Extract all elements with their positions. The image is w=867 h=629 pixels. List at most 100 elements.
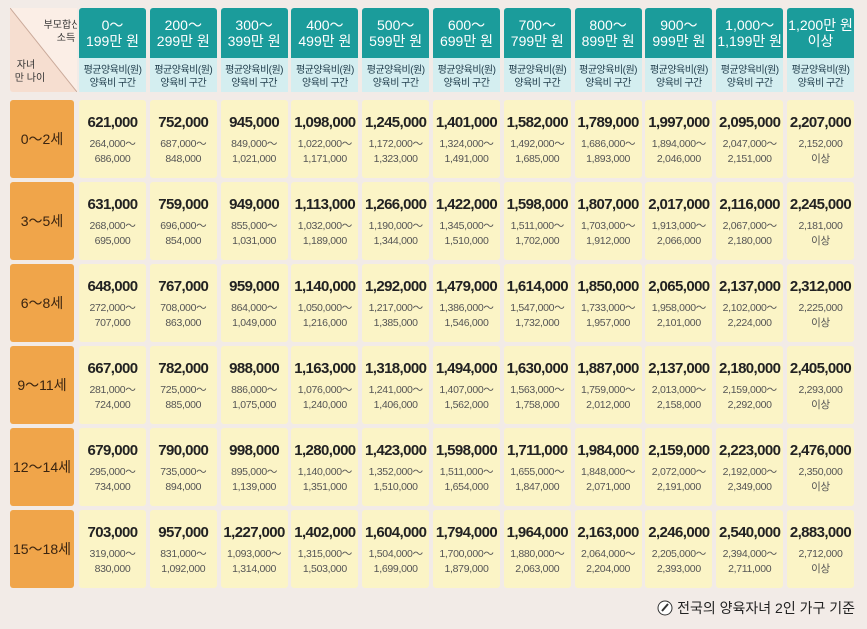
table-cell: 2,116,000 2,067,000～ 2,180,000 bbox=[716, 182, 784, 260]
range-high: 2,066,000 bbox=[656, 235, 701, 247]
cost-range: 735,000～ 894,000 bbox=[150, 465, 217, 495]
range-high: 1,702,000 bbox=[515, 235, 560, 247]
range-low: 849,000～ bbox=[231, 138, 278, 150]
cost-range: 2,067,000～ 2,180,000 bbox=[716, 219, 783, 249]
range-high: 1,957,000 bbox=[586, 317, 631, 329]
range-high: 2,158,000 bbox=[656, 399, 701, 411]
range-high: 830,000 bbox=[94, 563, 131, 575]
range-high: 2,349,000 bbox=[727, 481, 772, 493]
range-high: 1,189,000 bbox=[302, 235, 347, 247]
table-cell: 2,207,000 2,152,000 이상 bbox=[787, 100, 854, 178]
cost-range: 1,315,000～ 1,503,000 bbox=[291, 547, 358, 577]
range-low: 1,894,000～ bbox=[651, 138, 707, 150]
column-subheader: 평균양육비(원) 양육비 구간 bbox=[787, 58, 854, 92]
subheader-line: 양육비 구간 bbox=[585, 78, 631, 89]
range-low: 1,511,000～ bbox=[439, 466, 494, 478]
table-cell: 1,630,000 1,563,000～ 1,758,000 bbox=[503, 346, 571, 424]
header-line: 299만 원 bbox=[156, 33, 210, 49]
range-low: 1,076,000～ bbox=[297, 384, 353, 396]
column-subheader: 평균양육비(원) 양육비 구간 bbox=[645, 58, 713, 92]
column-subheader: 평균양육비(원) 양육비 구간 bbox=[362, 58, 430, 92]
subheader-line: 평균양육비(원) bbox=[508, 65, 567, 76]
range-low: 2,293,000 bbox=[798, 384, 843, 396]
average-cost: 2,180,000 bbox=[719, 360, 781, 377]
range-low: 1,913,000～ bbox=[651, 220, 707, 232]
average-cost: 1,604,000 bbox=[365, 524, 427, 541]
average-cost: 1,850,000 bbox=[577, 278, 639, 295]
table-cell: 2,095,000 2,047,000～ 2,151,000 bbox=[716, 100, 784, 178]
range-low: 2,013,000～ bbox=[651, 384, 707, 396]
table-cell: 1,887,000 1,759,000～ 2,012,000 bbox=[574, 346, 642, 424]
average-cost: 1,630,000 bbox=[506, 360, 569, 377]
range-high: 2,204,000 bbox=[586, 563, 631, 575]
range-low: 1,504,000～ bbox=[368, 548, 424, 560]
cost-range: 1,504,000～ 1,699,000 bbox=[362, 547, 429, 577]
table-cell: 2,540,000 2,394,000～ 2,711,000 bbox=[716, 510, 784, 588]
range-high: 1,912,000 bbox=[586, 235, 631, 247]
range-low: 1,733,000～ bbox=[580, 302, 636, 314]
range-low: 2,350,000 bbox=[798, 466, 843, 478]
table-cell: 1,614,000 1,547,000～ 1,732,000 bbox=[503, 264, 571, 342]
table-cell: 1,997,000 1,894,000～ 2,046,000 bbox=[645, 100, 713, 178]
header-line: 499만 원 bbox=[298, 33, 352, 49]
table-cell: 1,794,000 1,700,000～ 1,879,000 bbox=[433, 510, 500, 588]
average-cost: 2,245,000 bbox=[789, 196, 852, 213]
average-cost: 1,997,000 bbox=[648, 114, 710, 131]
cost-range: 696,000～ 854,000 bbox=[150, 219, 217, 249]
average-cost: 2,095,000 bbox=[719, 114, 781, 131]
cost-range: 1,407,000～ 1,562,000 bbox=[433, 383, 500, 413]
table-cell: 2,405,000 2,293,000 이상 bbox=[787, 346, 854, 424]
subheader-line: 평균양육비(원) bbox=[366, 65, 425, 76]
subheader-line: 평균양육비(원) bbox=[83, 65, 142, 76]
table-cell: 759,000 696,000～ 854,000 bbox=[149, 182, 217, 260]
subheader-line: 양육비 구간 bbox=[302, 78, 348, 89]
cost-range: 1,345,000～ 1,510,000 bbox=[433, 219, 500, 249]
range-high: 이상 bbox=[811, 153, 830, 165]
table-cell: 1,807,000 1,703,000～ 1,912,000 bbox=[574, 182, 642, 260]
range-low: 2,064,000～ bbox=[580, 548, 636, 560]
range-low: 696,000～ bbox=[160, 220, 207, 232]
cost-range: 1,733,000～ 1,957,000 bbox=[575, 301, 642, 331]
average-cost: 1,479,000 bbox=[435, 278, 498, 295]
table-cell: 1,422,000 1,345,000～ 1,510,000 bbox=[433, 182, 500, 260]
cost-range: 1,511,000～ 1,702,000 bbox=[504, 219, 571, 249]
table-cell: 1,423,000 1,352,000～ 1,510,000 bbox=[362, 428, 430, 506]
range-high: 1,562,000 bbox=[444, 399, 489, 411]
range-low: 2,205,000～ bbox=[651, 548, 707, 560]
table-cell: 648,000 272,000～ 707,000 bbox=[79, 264, 146, 342]
range-high: 1,503,000 bbox=[302, 563, 347, 575]
range-low: 735,000～ bbox=[160, 466, 207, 478]
table-cell: 1,711,000 1,655,000～ 1,847,000 bbox=[503, 428, 571, 506]
range-low: 864,000～ bbox=[231, 302, 278, 314]
cost-range: 295,000～ 734,000 bbox=[79, 465, 146, 495]
range-low: 855,000～ bbox=[231, 220, 278, 232]
range-high: 2,180,000 bbox=[727, 235, 772, 247]
average-cost: 1,598,000 bbox=[435, 442, 498, 459]
average-cost: 759,000 bbox=[158, 196, 209, 213]
cost-range: 1,386,000～ 1,546,000 bbox=[433, 301, 500, 331]
subheader-line: 양육비 구간 bbox=[372, 78, 419, 89]
cost-range: 2,225,000 이상 bbox=[787, 301, 854, 331]
row-label: 6～8세 bbox=[10, 264, 74, 342]
range-high: 1,685,000 bbox=[515, 153, 560, 165]
cost-range: 1,686,000～ 1,893,000 bbox=[575, 137, 642, 167]
cost-range: 1,324,000～ 1,491,000 bbox=[433, 137, 500, 167]
range-low: 1,022,000～ bbox=[297, 138, 353, 150]
range-low: 1,700,000～ bbox=[439, 548, 494, 560]
cost-range: 2,064,000～ 2,204,000 bbox=[575, 547, 642, 577]
table-cell: 998,000 895,000～ 1,139,000 bbox=[220, 428, 288, 506]
table-cell: 631,000 268,000～ 695,000 bbox=[79, 182, 146, 260]
range-low: 1,880,000～ bbox=[510, 548, 565, 560]
average-cost: 2,246,000 bbox=[648, 524, 710, 541]
column-subheader: 평균양육비(원) 양육비 구간 bbox=[79, 58, 146, 92]
average-cost: 998,000 bbox=[229, 442, 280, 459]
column-header: 800～ 899만 원 bbox=[574, 8, 642, 58]
column-header: 500～ 599만 원 bbox=[362, 8, 430, 58]
table-cell: 703,000 319,000～ 830,000 bbox=[79, 510, 146, 588]
average-cost: 667,000 bbox=[87, 360, 138, 377]
cost-range: 1,848,000～ 2,071,000 bbox=[575, 465, 642, 495]
column-header: 200～ 299만 원 bbox=[149, 8, 217, 58]
average-cost: 782,000 bbox=[158, 360, 209, 377]
range-high: 885,000 bbox=[165, 399, 202, 411]
table-cell: 1,401,000 1,324,000～ 1,491,000 bbox=[433, 100, 500, 178]
